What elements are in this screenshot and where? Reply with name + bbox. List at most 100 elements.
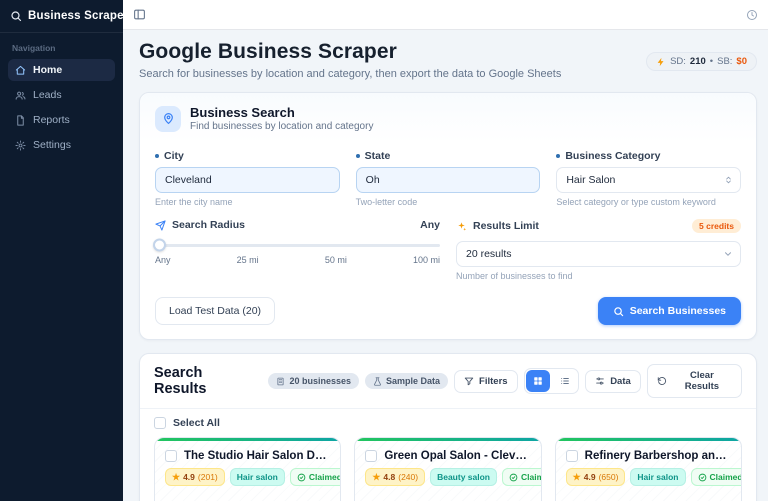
rating-badge: ★ 4.9 (201) [165,468,225,486]
sd-label: SD: [670,56,686,67]
required-dot [556,154,561,158]
search-businesses-button[interactable]: Search Businesses [597,297,741,325]
business-name[interactable]: Green Opal Salon - Cleveland [384,450,531,462]
limit-label: Results Limit [473,220,539,232]
star-icon: ★ [172,471,181,482]
city-helper: Enter the city name [155,197,233,207]
select-all-checkbox[interactable] [154,417,166,429]
view-toggle [523,368,580,394]
claimed-badge: Claimed [501,468,541,486]
category-badge: Beauty salon [430,468,497,486]
report-file-icon [15,114,26,126]
sidebar-toggle-icon[interactable] [133,8,146,21]
results-header: Search Results 20 businesses Sample Data [140,354,756,409]
check-circle-icon [698,473,707,482]
radius-slider[interactable] [153,238,440,252]
result-checkbox[interactable] [165,450,177,462]
main-area: Google Business Scraper Search for busin… [123,0,768,501]
results-grid: The Studio Hair Salon Downtown... ★4.9(2… [140,437,756,501]
city-label: City [155,150,340,162]
sb-label: SB: [717,56,733,67]
data-button[interactable]: Data [585,369,641,393]
result-card[interactable]: Green Opal Salon - Cleveland ★ 4.8 (240) B… [354,437,542,501]
business-search-card: Business Search Find businesses by locat… [139,92,757,340]
required-dot [355,154,360,158]
card-accent-bar [155,438,341,441]
result-card[interactable]: Refinery Barbershop and Studio... ★4.9(6… [554,437,742,501]
business-count-badge: 20 businesses [268,373,360,389]
sidebar-item-settings[interactable]: Settings [8,134,115,156]
limit-helper: Number of businesses to find [456,271,573,281]
credits-badge: SD: 210 • SB: $0 [646,52,757,71]
category-select[interactable]: Hair Salon [556,167,742,193]
category-helper: Select category or type custom keyword [556,197,716,207]
radius-current-value: Any [420,219,440,231]
list-view-button[interactable] [551,369,578,393]
result-checkbox[interactable] [565,450,578,462]
search-form: City Enter the city name State Two-lette… [140,142,756,339]
state-input[interactable] [355,167,541,193]
grid-icon [533,376,543,386]
check-circle-icon [297,473,306,482]
required-dot [155,154,159,158]
sidebar-item-label: Reports [33,114,70,126]
load-test-data-button[interactable]: Load Test Data (20) [155,297,276,325]
grid-view-button[interactable] [525,370,551,392]
page-subtitle: Search for businesses by location and ca… [139,68,562,80]
slider-thumb[interactable] [153,238,166,252]
sidebar-item-label: Settings [33,139,71,151]
business-name[interactable]: The Studio Hair Salon Downtown... [184,450,331,462]
building-icon [276,377,285,386]
sidebar: Business Scraper Navigation Home Leads [0,0,128,501]
claimed-badge: Claimed [289,468,341,486]
app-title: Business Scraper [28,10,129,22]
credits-separator: • [709,56,714,67]
sparkles-icon [456,221,467,232]
page-content: Google Business Scraper Search for busin… [123,30,768,501]
business-search-titles: Business Search Find businesses by locat… [190,105,373,132]
map-pin-icon [155,105,181,132]
limit-group: Results Limit 5 credits 20 results Numbe… [456,219,741,281]
sidebar-item-home[interactable]: Home [8,59,115,81]
category-badge: Hair salon [229,468,285,486]
search-button-label: Search Businesses [629,305,726,317]
category-value: Hair Salon [556,167,742,193]
slider-track[interactable] [155,243,440,247]
tick-label: 25 mi [236,255,259,265]
state-label: State [355,150,541,162]
search-logo-icon [10,10,22,22]
results-toolbar: Filters [454,364,742,398]
clear-results-button[interactable]: Clear Results [646,364,742,398]
result-card[interactable]: The Studio Hair Salon Downtown... ★4.9(2… [154,437,342,501]
users-icon [15,90,26,101]
category-label: Business Category [556,150,741,162]
history-clock-icon[interactable] [746,9,758,21]
gear-icon [15,139,26,151]
app-logo[interactable]: Business Scraper [0,0,128,33]
nav-section-label: Navigation [12,43,56,53]
bolt-icon [656,57,666,67]
home-icon [15,65,26,76]
business-name[interactable]: Refinery Barbershop and Studio... [584,450,731,462]
sb-value: $0 [736,56,747,67]
chevron-down-icon [723,249,733,259]
sidebar-item-leads[interactable]: Leads [8,84,115,106]
results-title: Search Results [154,365,207,397]
sidebar-item-reports[interactable]: Reports [8,109,115,131]
card-subtitle: Find businesses by location and category [190,121,374,132]
result-checkbox[interactable] [365,450,378,462]
category-field-group: Business Category Hair Salon Select cate… [556,150,742,207]
city-input[interactable] [155,167,340,193]
filters-button[interactable]: Filters [454,369,518,393]
state-helper: Two-letter code [355,197,418,207]
limit-select[interactable]: 20 results [456,241,741,267]
funnel-icon [464,376,474,386]
check-circle-icon [509,473,518,482]
claimed-badge: Claimed [690,468,741,486]
limit-value: 20 results [456,241,741,267]
search-icon [613,306,624,317]
tick-label: 50 mi [324,255,347,265]
card-title: Business Search [190,105,295,120]
flask-icon [373,376,382,386]
